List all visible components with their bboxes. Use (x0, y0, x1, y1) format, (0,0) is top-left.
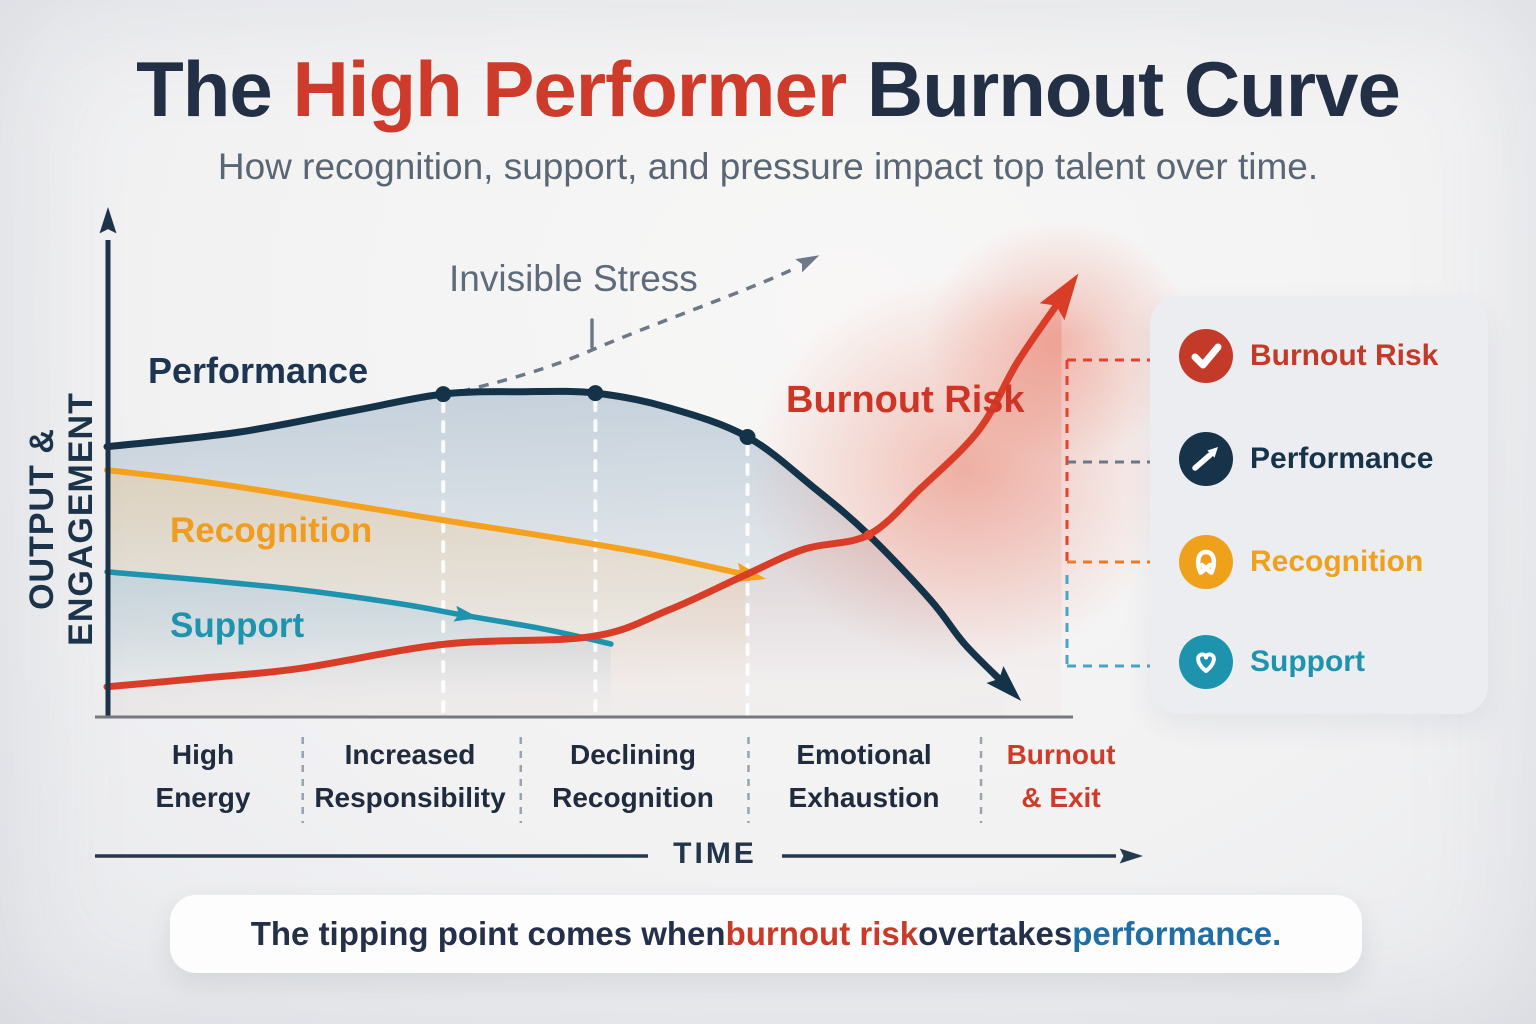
burnout-risk-curve-label: Burnout Risk (786, 379, 1025, 421)
stage-label-increased-responsibility: Increased Responsibility (314, 739, 506, 813)
support-curve-label: Support (170, 606, 305, 645)
legend-item-burnout-risk: Burnout Risk (1178, 328, 1438, 384)
banner-text: overtakes (918, 915, 1073, 952)
legend-label: Support (1250, 645, 1365, 678)
trend-up-icon (1178, 431, 1234, 487)
tipping-point-note: The tipping point comes when burnout ris… (170, 895, 1362, 973)
legend-item-recognition: Recognition (1178, 534, 1423, 590)
legend-item-support: Support (1178, 634, 1365, 690)
ribbon-icon (1178, 534, 1234, 590)
banner-text-burnout-risk: burnout risk (725, 915, 919, 952)
stage-label-emotional-exhaustion: Emotional Exhaustion (788, 739, 940, 813)
page-title: The High Performer Burnout Curve (0, 44, 1536, 135)
legend-item-performance: Performance (1178, 431, 1433, 487)
invisible-stress-annotation: Invisible Stress (449, 258, 698, 299)
recognition-curve-label: Recognition (170, 511, 373, 550)
stage-label-high-energy: High Energy (155, 739, 251, 813)
x-axis-label: TIME (673, 837, 757, 870)
legend-label: Performance (1250, 442, 1434, 475)
stage-label-declining-recognition: Declining Recognition (552, 739, 714, 813)
check-icon (1178, 328, 1234, 384)
legend-panel: Burnout Risk Performance Recognition Su (1150, 296, 1488, 714)
banner-text: The tipping point comes when (250, 915, 726, 952)
title-part-burnout-curve: Burnout Curve (846, 45, 1401, 133)
y-axis-label: OUTPUT & ENGAGEMENT (23, 392, 100, 646)
stage-label-burnout-exit: Burnout & Exit (1006, 739, 1116, 813)
banner-text-performance: performance. (1072, 915, 1282, 952)
heart-icon (1178, 634, 1234, 690)
performance-curve-label: Performance (148, 350, 369, 391)
page-subtitle: How recognition, support, and pressure i… (217, 146, 1319, 187)
title-part-the: The (136, 45, 293, 133)
title-part-high-performer: High Performer (292, 45, 847, 133)
legend-label: Burnout Risk (1250, 339, 1439, 372)
legend-label: Recognition (1250, 545, 1424, 578)
